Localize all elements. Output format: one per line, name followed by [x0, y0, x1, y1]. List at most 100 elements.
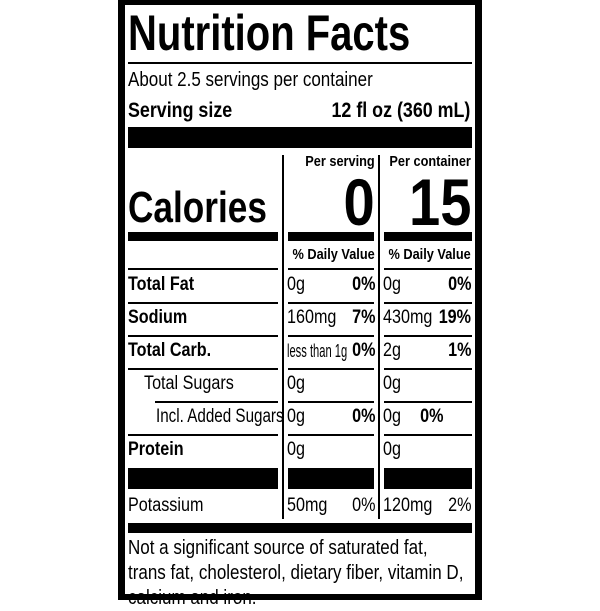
calories-per-serving: 0: [343, 165, 375, 239]
row-dv-per-serving-wrap: 0%: [348, 336, 375, 366]
nutrient-amount-per-container: 430mg: [383, 307, 433, 328]
row-dv-per-serving-wrap: 0%: [348, 270, 375, 300]
nutrient-label: Total Fat: [128, 274, 195, 295]
column-divider-2: [378, 155, 380, 519]
row-amount-per-serving-wrap: 0g: [287, 270, 308, 300]
thick-bar-col1: [288, 468, 374, 489]
nutrient-amount-per-serving: 160mg: [287, 307, 337, 328]
nutrition-facts-panel: [125, 5, 475, 594]
nutrient-amount-per-serving: 0g: [287, 274, 305, 295]
row-amount-per-container-wrap: 0g: [383, 435, 404, 465]
row-divider: [384, 401, 472, 403]
calories-label: Calories: [128, 183, 267, 232]
nutrient-dv-per-container: 19%: [438, 307, 471, 328]
row-label-wrap: Incl. Added Sugars: [156, 402, 316, 432]
row-divider: [288, 368, 374, 370]
serving-size-label: Serving size: [128, 99, 233, 122]
potassium-dv-1: 0%: [351, 495, 375, 516]
row-divider: [288, 302, 374, 304]
serving-size-label-wrap: Serving size: [128, 98, 251, 124]
per-serving-header-wrap: Per serving: [293, 152, 375, 172]
thick-bar-bottom: [128, 523, 472, 533]
row-divider: [128, 368, 278, 370]
nutrient-amount-per-container: 0g: [383, 439, 401, 460]
row-dv-per-serving-wrap: 7%: [348, 303, 375, 333]
row-dv-per-serving-wrap: 0%: [348, 402, 375, 432]
per-container-header: Per container: [389, 153, 471, 170]
title-rule: [128, 62, 472, 64]
thick-bar-top: [128, 127, 472, 148]
calories-label-wrap: Calories: [128, 184, 302, 232]
row-label-wrap: Protein: [128, 435, 193, 465]
thick-bar-label: [128, 468, 278, 489]
nutrient-dv-per-serving: 7%: [351, 307, 375, 328]
row-label-wrap: Total Fat: [128, 270, 206, 300]
nutrient-dv-per-container: 1%: [447, 340, 471, 361]
calories-bar-col2: [384, 232, 472, 241]
row-amount-per-container-wrap: 0g: [383, 270, 404, 300]
row-dv-per-container-wrap: 19%: [433, 303, 471, 333]
potassium-dv-1-wrap: 0%: [348, 491, 375, 521]
nutrient-dv-per-serving: 0%: [351, 274, 375, 295]
row-label-wrap: Sodium: [128, 303, 198, 333]
row-divider: [128, 434, 278, 436]
title-wrap: Nutrition Facts: [128, 4, 481, 62]
row-dv-per-container-wrap: 0%: [416, 402, 443, 432]
nutrient-amount-per-container: 0g: [383, 406, 401, 427]
nutrient-dv-per-container: 0%: [447, 274, 471, 295]
row-amount-per-container-wrap: 2g: [383, 336, 404, 366]
calories-per-container-wrap: 15: [398, 165, 471, 239]
row-divider: [288, 401, 374, 403]
row-amount-per-serving-wrap: less than 1g: [287, 336, 384, 366]
row-amount-per-container-wrap: 0g: [383, 402, 404, 432]
thick-bar-col2: [384, 468, 472, 489]
servings-wrap: About 2.5 servings per container: [128, 68, 416, 92]
row-divider: [155, 401, 278, 403]
row-label-wrap: Total Sugars: [144, 369, 250, 399]
row-amount-per-serving-wrap: 0g: [287, 402, 308, 432]
row-dv-per-container-wrap: 1%: [444, 336, 471, 366]
calories-per-container: 15: [408, 165, 471, 239]
column-divider-1: [282, 155, 284, 519]
row-amount-per-container-wrap: 0g: [383, 369, 404, 399]
row-label-wrap: Total Carb.: [128, 336, 226, 366]
row-amount-per-serving-wrap: 0g: [287, 369, 308, 399]
row-divider: [384, 302, 472, 304]
row-divider: [384, 368, 472, 370]
nutrient-dv-per-container: 0%: [419, 406, 443, 427]
header-divider: [384, 268, 472, 270]
row-divider: [128, 335, 278, 337]
nutrient-label: Incl. Added Sugars: [156, 406, 284, 427]
nutrient-label: Total Sugars: [144, 373, 234, 394]
nutrient-amount-per-serving: 0g: [287, 439, 305, 460]
row-divider: [288, 434, 374, 436]
serving-size-value-wrap: 12 fl oz (360 mL): [307, 98, 470, 124]
serving-size-value: 12 fl oz (360 mL): [331, 99, 470, 122]
dv-header-1: % Daily Value: [292, 246, 375, 263]
row-dv-per-container-wrap: 0%: [444, 270, 471, 300]
row-divider: [288, 335, 374, 337]
title: Nutrition Facts: [128, 5, 411, 61]
nutrient-amount-per-serving: 0g: [287, 373, 305, 394]
header-divider: [128, 268, 278, 270]
potassium-label: Potassium: [128, 495, 204, 516]
nutrient-label: Total Carb.: [128, 340, 212, 361]
header-divider: [288, 268, 374, 270]
per-serving-header: Per serving: [305, 153, 375, 170]
per-container-header-wrap: Per container: [375, 152, 471, 172]
nutrient-amount-per-container: 0g: [383, 373, 401, 394]
nutrient-amount-per-container: 0g: [383, 274, 401, 295]
nutrient-amount-per-serving: less than 1g: [287, 341, 348, 361]
nutrient-amount-per-serving: 0g: [287, 406, 305, 427]
dv-header-2: % Daily Value: [388, 246, 471, 263]
potassium-amount-1-wrap: 50mg: [287, 491, 335, 521]
calories-bar-col1: [288, 232, 374, 241]
calories-bar-label: [128, 232, 278, 241]
nutrient-label: Protein: [128, 439, 184, 460]
servings-per-container: About 2.5 servings per container: [128, 69, 373, 91]
potassium-amount-2-wrap: 120mg: [383, 491, 441, 521]
nutrient-dv-per-serving: 0%: [351, 340, 375, 361]
potassium-dv-2-wrap: 2%: [444, 491, 471, 521]
row-amount-per-container-wrap: 430mg: [383, 303, 441, 333]
potassium-amount-1: 50mg: [287, 495, 328, 516]
